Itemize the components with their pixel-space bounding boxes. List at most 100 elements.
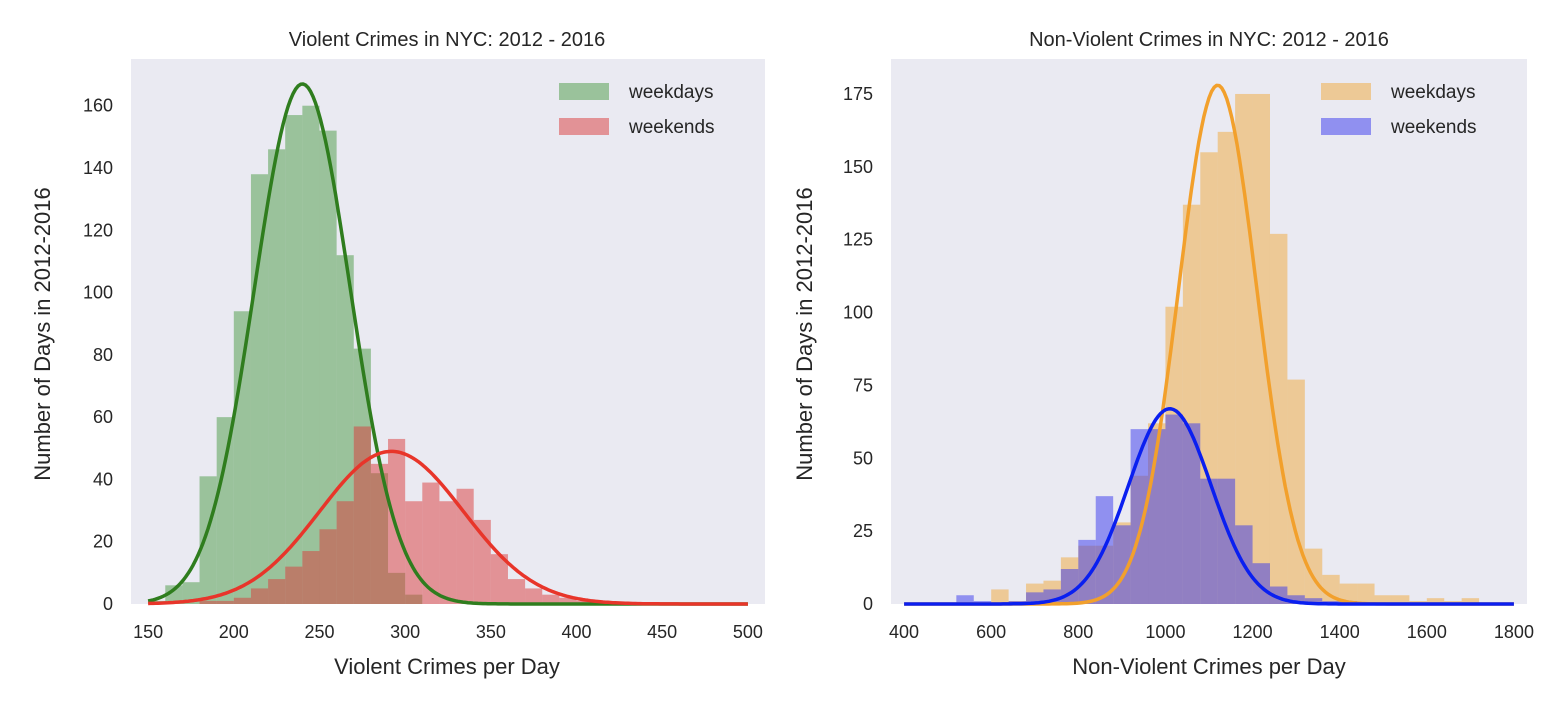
weekdays-bar [1269, 233, 1288, 604]
x-tick-label: 400 [889, 622, 919, 642]
weekends-bar [1130, 429, 1149, 604]
weekends-bar [507, 579, 526, 604]
weekends-bar [199, 600, 217, 604]
weekends-bar [422, 482, 440, 604]
weekends-bar [1252, 563, 1270, 604]
weekends-bar [285, 566, 303, 604]
weekends-bar [336, 501, 354, 604]
x-tick-label: 200 [219, 622, 249, 642]
weekdays-bar [1426, 598, 1445, 604]
weekdays-bar [1252, 93, 1270, 604]
legend-swatch [559, 118, 609, 135]
weekends-bar [1078, 539, 1096, 604]
weekends-bar [559, 597, 577, 604]
weekdays-bar [991, 589, 1009, 604]
x-tick-label: 500 [733, 622, 763, 642]
y-tick-label: 60 [93, 407, 113, 427]
x-tick-label: 450 [647, 622, 677, 642]
weekdays-bar [1287, 379, 1305, 604]
x-tick-label: 600 [976, 622, 1006, 642]
x-tick-label: 1000 [1145, 622, 1185, 642]
y-axis-label: Number of Days in 2012-2016 [792, 187, 817, 481]
x-axis-label: Non-Violent Crimes per Day [1072, 654, 1345, 679]
y-tick-label: 175 [843, 84, 873, 104]
x-tick-label: 1600 [1407, 622, 1447, 642]
weekends-fit-curve [148, 449, 748, 606]
weekends-bar [216, 600, 234, 604]
y-tick-label: 25 [853, 521, 873, 541]
y-tick-label: 40 [93, 469, 113, 489]
weekends-bar [1304, 598, 1323, 604]
x-axis-label: Violent Crimes per Day [334, 654, 560, 679]
violent-crimes-chart: Violent Crimes in NYC: 2012 - 2016 Viole… [30, 29, 765, 679]
weekdays-bar [285, 115, 303, 605]
y-tick-label: 125 [843, 230, 873, 250]
legend: weekdays weekends [1321, 82, 1477, 138]
y-tick-label: 140 [83, 158, 113, 178]
x-tick-label: 1400 [1320, 622, 1360, 642]
y-tick-label: 120 [83, 220, 113, 240]
weekends-bar [353, 426, 371, 604]
weekdays-bar [165, 585, 183, 604]
weekends-bar [490, 554, 508, 604]
x-tick-label: 1200 [1233, 622, 1273, 642]
weekdays-bar [302, 105, 320, 604]
weekdays-bar [1357, 583, 1375, 604]
y-tick-label: 0 [863, 594, 873, 614]
x-tick-label: 350 [476, 622, 506, 642]
legend: weekdays weekends [559, 82, 715, 138]
series-weekends [956, 414, 1358, 604]
y-tick-label: 20 [93, 532, 113, 552]
weekdays-bar [1391, 595, 1410, 604]
weekends-bar [388, 438, 406, 604]
x-tick-label: 300 [390, 622, 420, 642]
legend-swatch [1321, 83, 1371, 100]
x-tick-label: 800 [1063, 622, 1093, 642]
weekends-bar [250, 588, 269, 604]
weekends-bar [319, 529, 337, 604]
weekends-bar [1217, 478, 1236, 604]
weekdays-bar [216, 417, 234, 604]
weekdays-bar [1461, 598, 1480, 604]
legend-label: weekends [1390, 117, 1477, 138]
legend-swatch [559, 83, 609, 100]
y-tick-label: 100 [843, 303, 873, 323]
weekends-bar [1060, 569, 1079, 604]
weekends-bar [405, 501, 423, 604]
x-tick-label: 150 [133, 622, 163, 642]
weekends-fit-curve [904, 407, 1514, 606]
weekends-bar [302, 551, 320, 604]
chart-title: Violent Crimes in NYC: 2012 - 2016 [289, 29, 605, 51]
weekdays-bar [199, 476, 217, 604]
weekends-bar [956, 595, 974, 604]
legend-swatch [1321, 118, 1371, 135]
chart-title: Non-Violent Crimes in NYC: 2012 - 2016 [1029, 29, 1389, 51]
weekends-bar [439, 501, 457, 604]
weekends-bar [1182, 423, 1201, 604]
y-tick-label: 150 [843, 157, 873, 177]
weekends-bar [542, 594, 560, 604]
y-tick-label: 75 [853, 375, 873, 395]
weekdays-bar [319, 130, 337, 604]
weekends-bar [268, 579, 286, 604]
x-tick-label: 1800 [1494, 622, 1534, 642]
y-tick-label: 80 [93, 345, 113, 365]
weekends-bar [1287, 595, 1305, 604]
non-violent-crimes-chart: Non-Violent Crimes in NYC: 2012 - 2016 N… [792, 29, 1534, 679]
weekdays-bar [268, 149, 286, 605]
legend-label: weekdays [1390, 82, 1476, 103]
weekends-bar [1165, 414, 1183, 604]
legend-label: weekends [628, 117, 715, 138]
weekdays-bar [1339, 583, 1358, 604]
y-tick-label: 50 [853, 448, 873, 468]
x-tick-label: 250 [304, 622, 334, 642]
legend-label: weekdays [628, 82, 714, 103]
weekends-bar [1200, 478, 1218, 604]
y-tick-label: 100 [83, 283, 113, 303]
y-tick-label: 0 [103, 594, 113, 614]
weekends-bar [370, 463, 389, 604]
y-tick-label: 160 [83, 96, 113, 116]
x-tick-label: 400 [561, 622, 591, 642]
